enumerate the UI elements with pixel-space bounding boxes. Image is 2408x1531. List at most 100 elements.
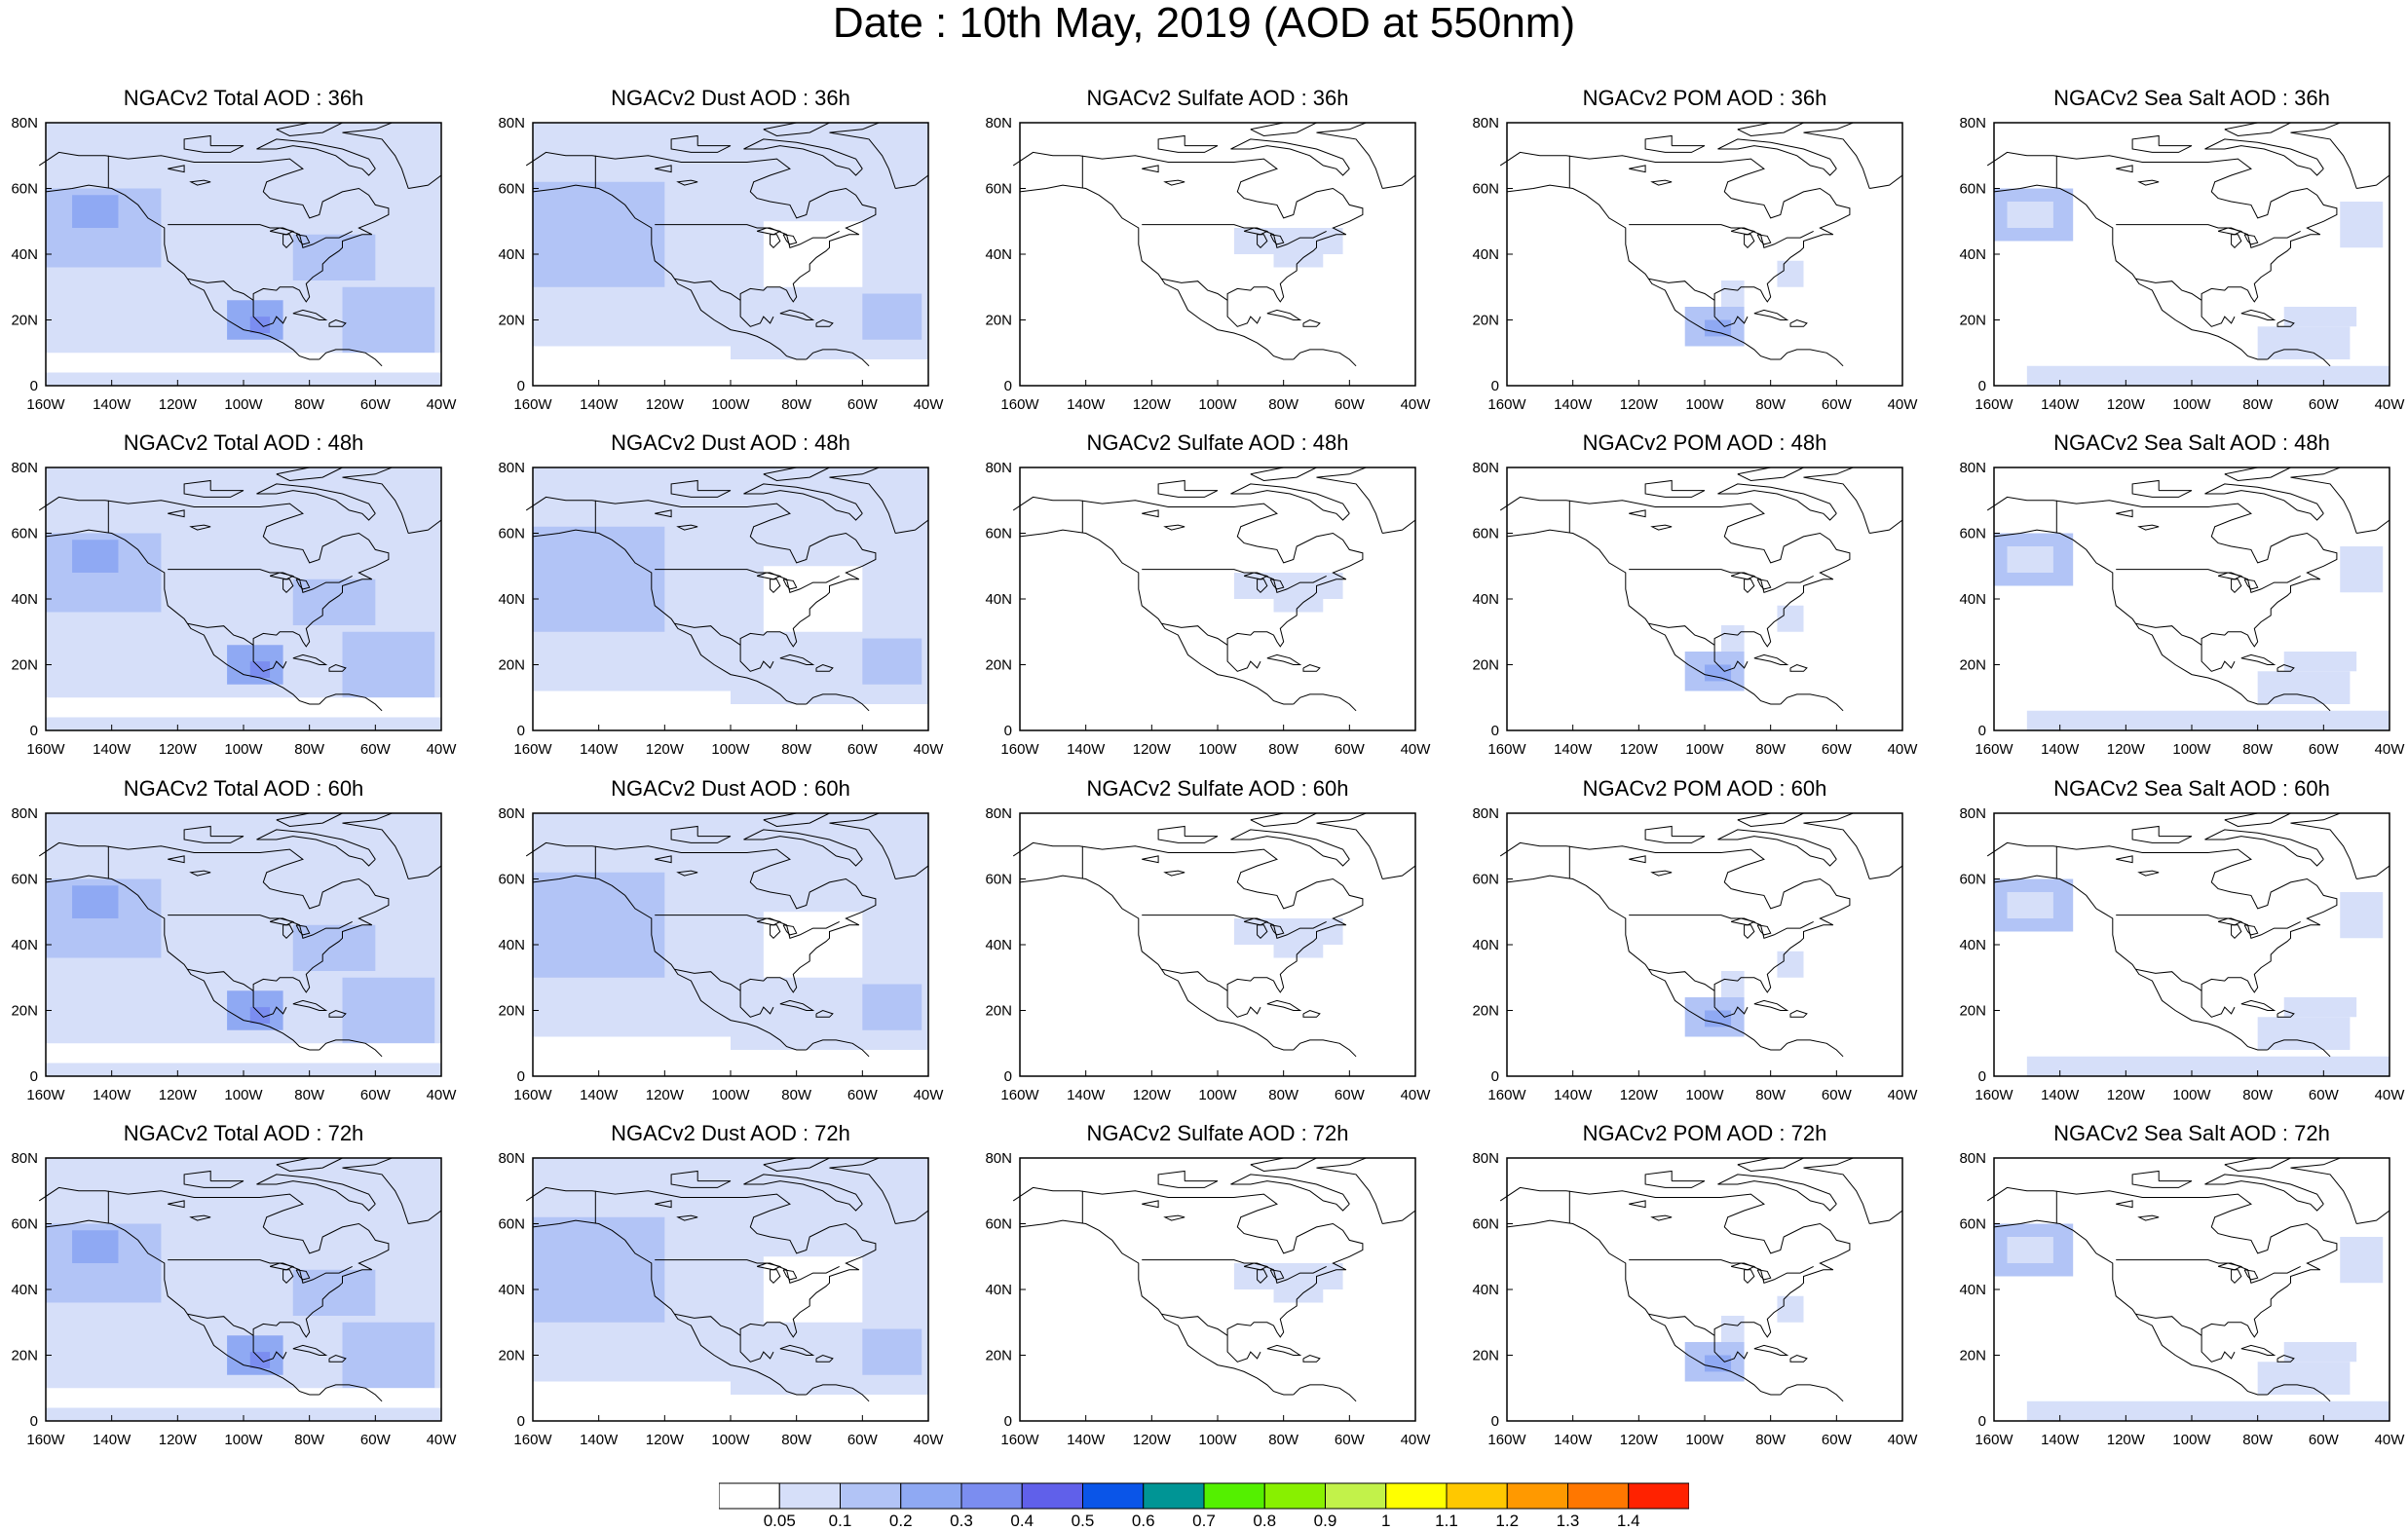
coastline: [676, 524, 698, 531]
coastline: [1250, 467, 1317, 482]
coastline: [1012, 151, 1364, 327]
panel-title: NGACv2 POM AOD : 36h: [1582, 86, 1827, 110]
coastline: [1756, 234, 1772, 245]
y-tick-label: 60N: [985, 526, 1012, 542]
x-tick-label: 160W: [1487, 396, 1526, 413]
panel-title: NGACv2 POM AOD : 72h: [1582, 1121, 1827, 1145]
coastline: [292, 1344, 328, 1356]
coastline: [328, 1009, 347, 1018]
coastline: [1142, 915, 1327, 939]
y-tick-label: 80N: [1472, 1150, 1499, 1167]
coastline: [1744, 234, 1755, 249]
coastline: [756, 572, 782, 580]
aod-field: [342, 1322, 435, 1389]
map-plot: 160W 140W 120W 100W 80W 60W 40W 0 20N 40N 60N 80N: [11, 460, 457, 758]
coastline: [770, 579, 781, 594]
x-tick-label: 60W: [847, 1087, 879, 1103]
coastline: [1644, 825, 1706, 843]
coastline: [2217, 1262, 2243, 1271]
coastline: [1293, 1384, 1357, 1402]
map-panel: NGACv2 Total AOD : 72h 160W 140W 120W 100W 80…: [0, 1121, 487, 1448]
x-tick-label: 140W: [1067, 741, 1106, 758]
aod-field: [533, 1216, 665, 1323]
x-tick-label: 80W: [1268, 741, 1299, 758]
y-tick-label: 40N: [498, 246, 525, 263]
coastline: [1717, 829, 1837, 867]
y-tick-label: 80N: [11, 115, 38, 131]
x-tick-label: 40W: [2375, 741, 2406, 758]
coastline: [1803, 122, 1903, 189]
coastline: [295, 234, 311, 245]
aod-field: [1777, 260, 1804, 287]
x-tick-label: 140W: [1067, 1087, 1106, 1103]
x-tick-label: 120W: [1620, 1432, 1659, 1448]
x-tick-label: 80W: [1268, 1432, 1299, 1448]
aod-field: [72, 540, 119, 573]
coastline: [1157, 479, 1219, 498]
colorbar-box: [1263, 1482, 1326, 1510]
aod-shading: [1233, 918, 1343, 958]
colorbar-box: [719, 1482, 780, 1510]
y-tick-label: 40N: [1959, 937, 1986, 953]
coastline: [2243, 1269, 2259, 1281]
y-tick-label: 40N: [498, 591, 525, 608]
coastline: [2204, 138, 2324, 176]
x-tick-label: 60W: [847, 741, 879, 758]
map-panel: NGACv2 Dust AOD : 36h 160W 140W 120W 100W 80W…: [487, 86, 974, 413]
coastline: [1648, 278, 1715, 301]
coastline: [168, 915, 353, 939]
coastline: [655, 509, 672, 518]
coastlines: [1986, 467, 2390, 712]
x-tick-label: 100W: [224, 1087, 263, 1103]
x-tick-label: 80W: [2242, 741, 2274, 758]
aod-field: [1705, 664, 1732, 682]
coastline: [1019, 1219, 1294, 1396]
y-tick-label: 20N: [11, 1348, 38, 1364]
colorbar-box: [1567, 1482, 1630, 1510]
y-tick-label: 40N: [1472, 937, 1499, 953]
coastline: [2137, 1214, 2160, 1221]
y-tick-label: 80N: [1959, 115, 1986, 131]
coastline: [45, 875, 320, 1051]
x-tick-label: 60W: [360, 396, 392, 413]
y-tick-label: 80N: [498, 460, 525, 476]
coastline: [1629, 855, 1646, 864]
x-tick-label: 80W: [781, 396, 812, 413]
coastline: [1789, 318, 1808, 327]
coastline: [2135, 622, 2202, 646]
coastline: [1142, 509, 1159, 518]
map-plot: 160W 140W 120W 100W 80W 60W 40W 0 20N 40N 60N 80N: [11, 115, 457, 413]
y-tick-label: 40N: [1959, 1282, 1986, 1298]
panel-title: NGACv2 Sulfate AOD : 48h: [1086, 430, 1349, 455]
coastline: [756, 227, 782, 236]
coastline: [655, 915, 840, 939]
map-panel: NGACv2 POM AOD : 48h 160W 140W 120W 100W 80W 6…: [1461, 430, 1948, 758]
coastline: [187, 622, 254, 646]
y-tick-label: 0: [30, 378, 38, 394]
coastline: [256, 1174, 376, 1212]
y-tick-label: 0: [1491, 378, 1499, 394]
x-tick-label: 80W: [781, 1087, 812, 1103]
y-tick-label: 20N: [1959, 1348, 1986, 1364]
coastline: [1986, 841, 2338, 1018]
x-tick-label: 160W: [26, 1432, 65, 1448]
coastline: [45, 184, 320, 360]
coastline: [1266, 653, 1302, 665]
panel-title: NGACv2 Sea Salt AOD : 36h: [2053, 86, 2330, 110]
map-plot: 160W 140W 120W 100W 80W 60W 40W 0 20N 40N 60N 80N: [498, 805, 944, 1103]
coastline: [38, 496, 390, 672]
map-panel: NGACv2 Sulfate AOD : 72h 160W 140W 120W 100W…: [974, 1121, 1461, 1448]
coastline: [45, 529, 320, 705]
coastline: [2290, 467, 2390, 534]
x-tick-label: 100W: [1198, 396, 1237, 413]
y-tick-label: 80N: [1472, 805, 1499, 822]
coastline: [1780, 349, 1844, 367]
y-tick-label: 0: [30, 1413, 38, 1430]
coastline: [1650, 870, 1673, 877]
y-tick-label: 40N: [1472, 1282, 1499, 1298]
coastline: [1257, 924, 1268, 940]
x-tick-label: 160W: [1000, 741, 1039, 758]
x-tick-label: 100W: [1685, 1087, 1724, 1103]
map-plot: 160W 140W 120W 100W 80W 60W 40W 0 20N 40N 60N 80N: [1959, 805, 2405, 1103]
aod-field: [2283, 652, 2357, 672]
